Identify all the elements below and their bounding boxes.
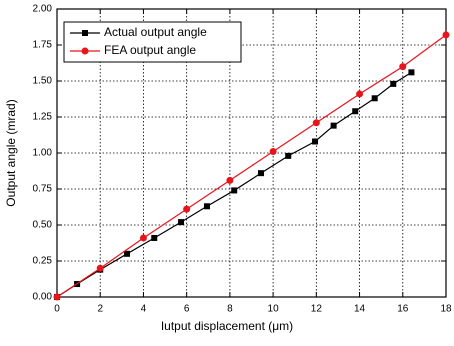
data-point: [203, 203, 210, 210]
data-point: [399, 63, 407, 71]
y-tick-label: 1.50: [33, 76, 53, 87]
x-tick-label: 14: [354, 304, 366, 315]
series-line: [56, 71, 412, 298]
x-tick-label: 2: [97, 304, 103, 315]
x-tick-label: 12: [311, 304, 323, 315]
legend-label: FEA output angle: [104, 43, 196, 57]
data-point: [124, 250, 131, 257]
data-point: [183, 205, 191, 213]
legend-box: [63, 21, 242, 63]
data-point: [371, 95, 378, 102]
y-tick-label: 0.00: [33, 292, 53, 303]
data-point: [408, 69, 415, 76]
data-point: [231, 187, 238, 194]
data-point: [312, 138, 319, 145]
x-tick-label: 10: [268, 304, 280, 315]
data-point: [356, 90, 364, 98]
x-tick-label: 18: [440, 304, 452, 315]
x-tick-label: 4: [141, 304, 147, 315]
data-point: [151, 234, 158, 241]
x-tick-label: 8: [227, 304, 233, 315]
legend-marker: [81, 47, 89, 55]
data-point: [352, 108, 359, 115]
x-tick-label: 0: [54, 304, 60, 315]
data-point: [442, 31, 450, 39]
y-tick-label: 0.75: [33, 184, 53, 195]
x-tick-label: 6: [184, 304, 190, 315]
data-point: [96, 264, 104, 272]
y-axis-label: Output angle (mrad): [4, 99, 18, 206]
plot-frame: [56, 8, 447, 298]
data-point: [285, 152, 292, 159]
data-point: [226, 176, 234, 184]
y-tick-label: 0.25: [33, 256, 53, 267]
x-axis-label: Iutput displacement (μm): [161, 319, 293, 333]
data-point: [258, 170, 265, 177]
data-point: [178, 219, 185, 226]
y-tick-label: 1.25: [33, 112, 53, 123]
y-tick-label: 1.75: [33, 40, 53, 51]
legend-label: Actual output angle: [104, 25, 207, 39]
legend-marker: [82, 30, 88, 36]
y-tick-label: 2.00: [33, 4, 53, 15]
data-point: [269, 148, 277, 156]
y-tick-label: 0.50: [33, 220, 53, 231]
y-tick-label: 1.00: [33, 148, 53, 159]
x-tick-label: 16: [397, 304, 409, 315]
data-point: [139, 234, 147, 242]
data-point: [312, 119, 320, 127]
data-point: [53, 293, 61, 301]
series-line: [56, 34, 447, 298]
data-point: [330, 122, 337, 129]
data-point: [390, 80, 397, 87]
